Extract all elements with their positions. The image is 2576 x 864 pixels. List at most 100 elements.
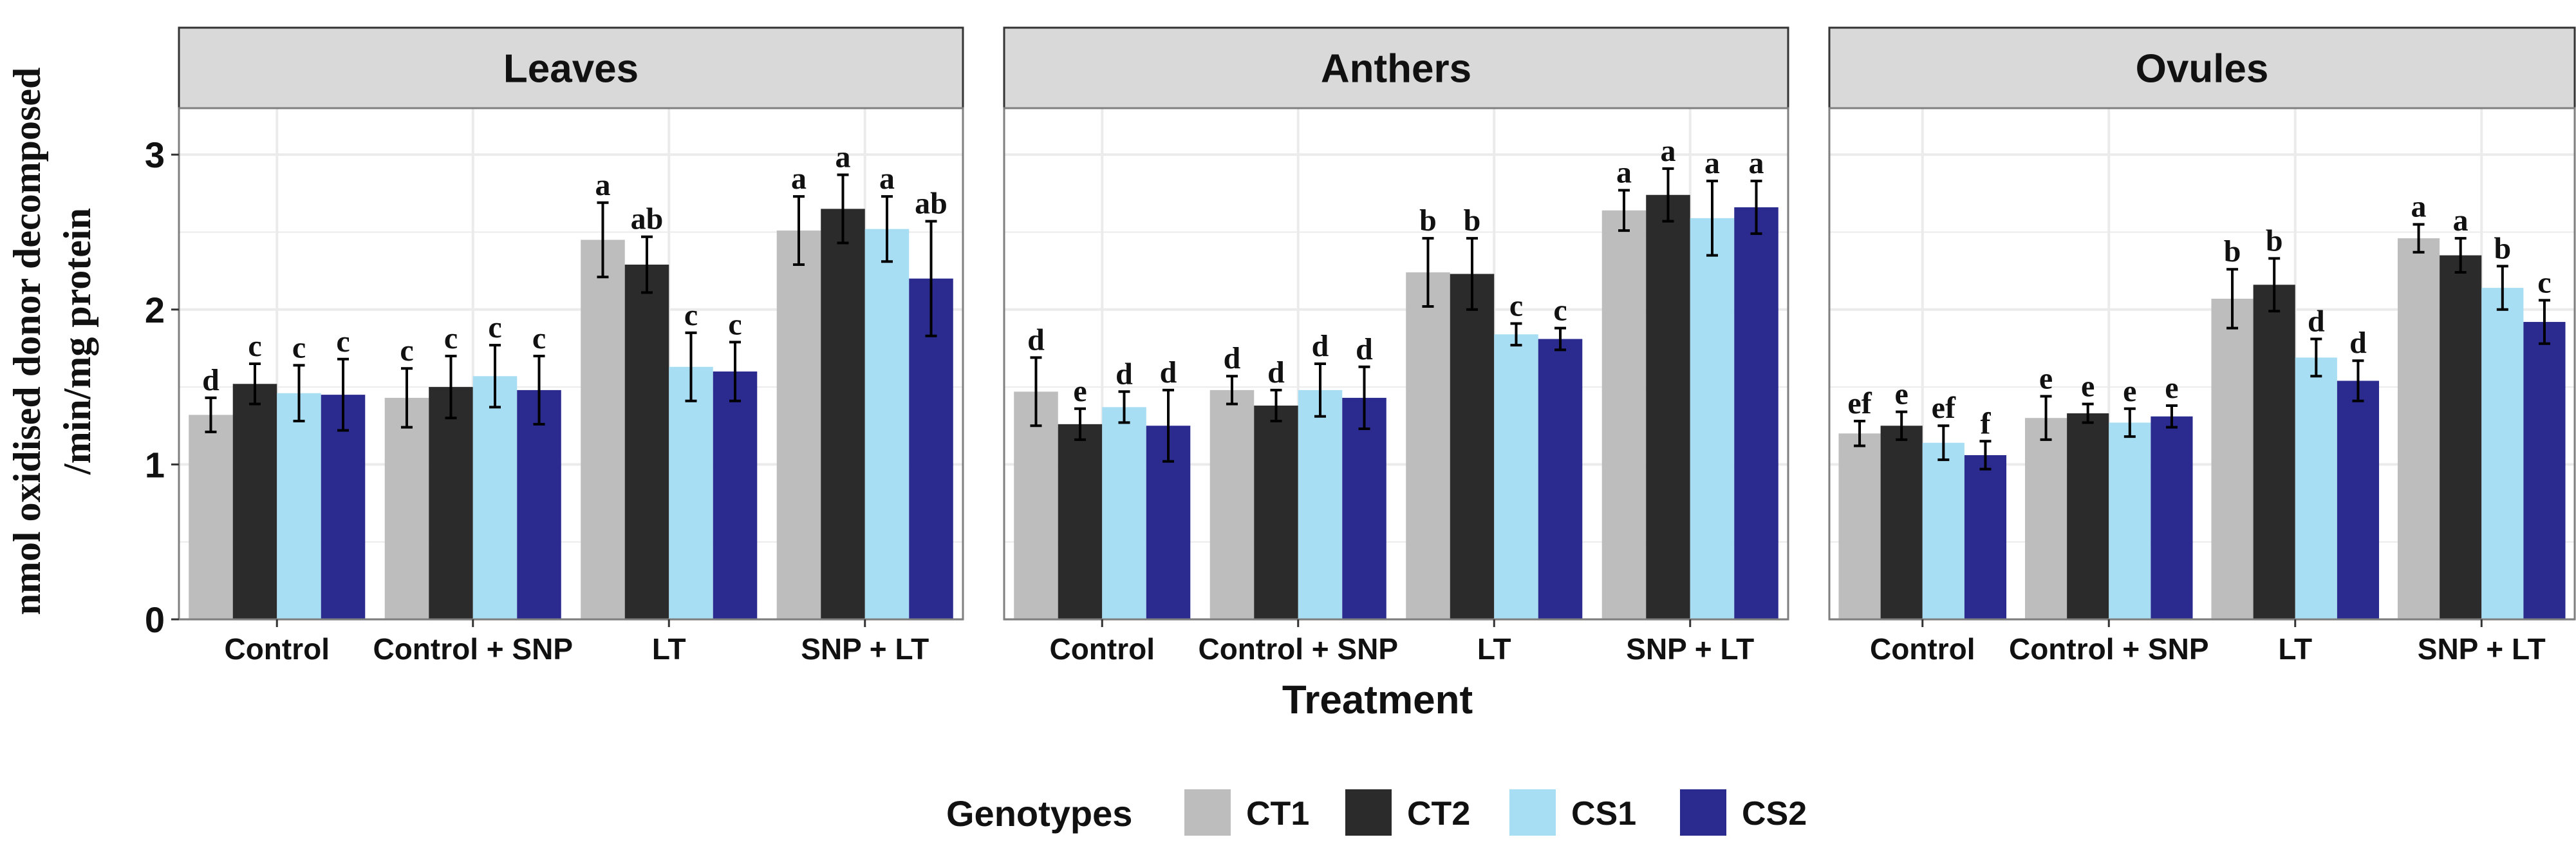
significance-label: d <box>1224 341 1241 375</box>
legend: Genotypes CT1 CT2 CS1 CS2 <box>946 789 1807 836</box>
significance-label: a <box>835 140 850 174</box>
bar <box>472 376 518 619</box>
significance-label: d <box>1356 332 1373 366</box>
significance-label: ef <box>1932 391 1956 425</box>
y-axis-title: nmol oxidised donor decomposed/min/mg pr… <box>6 68 98 615</box>
legend-label: CT1 <box>1246 795 1309 832</box>
bar <box>2151 416 2193 619</box>
bar <box>624 265 669 620</box>
x-tick-label: LT <box>652 632 686 666</box>
significance-label: a <box>791 162 807 196</box>
significance-label: c <box>336 324 350 359</box>
significance-label: b <box>1464 203 1481 238</box>
bar <box>1880 426 1923 619</box>
bar <box>1964 455 2007 619</box>
significance-label: c <box>292 330 306 364</box>
significance-label: c <box>488 310 501 344</box>
bar <box>1450 274 1495 619</box>
significance-label: a <box>1749 146 1764 180</box>
bar <box>1014 391 1058 619</box>
bar <box>1601 210 1647 619</box>
significance-label: ef <box>1847 386 1872 420</box>
bar <box>2295 357 2337 619</box>
bar <box>1254 405 1298 619</box>
significance-label: e <box>2081 370 2095 404</box>
facet-strip <box>178 26 964 109</box>
bar <box>2440 255 2482 619</box>
facet-strip-title: Anthers <box>1321 47 1471 91</box>
panel-frame <box>1003 107 1789 621</box>
y-tick-label: 2 <box>145 290 165 330</box>
legend-label: CT2 <box>1407 795 1470 832</box>
legend-swatch <box>1184 789 1231 836</box>
bar <box>517 390 561 619</box>
significance-label: d <box>1160 355 1177 390</box>
x-tick-label: Control + SNP <box>373 632 573 666</box>
significance-label: a <box>879 162 895 196</box>
bar <box>2211 298 2254 619</box>
legend-label: CS1 <box>1571 795 1636 832</box>
significance-label: c <box>728 307 742 341</box>
x-tick-label: Control + SNP <box>2009 632 2209 666</box>
bar <box>1102 407 1146 619</box>
bar <box>2397 238 2440 619</box>
x-tick-label: SNP + LT <box>1626 632 1754 666</box>
bar <box>384 397 429 619</box>
significance-label: c <box>1553 294 1567 328</box>
significance-label: c <box>1509 288 1523 323</box>
significance-label: b <box>2266 223 2283 258</box>
y-tick-label: 0 <box>145 599 165 640</box>
y-axis-title-text: nmol oxidised donor decomposed/min/mg pr… <box>6 68 98 615</box>
facet-strip <box>1828 26 2576 109</box>
bar <box>277 393 321 619</box>
bar <box>1690 218 1735 619</box>
bar <box>1298 390 1343 619</box>
legend-label: CS2 <box>1742 795 1807 832</box>
significance-label: e <box>1895 377 1909 411</box>
bar <box>2067 413 2109 619</box>
x-tick-label: SNP + LT <box>2418 632 2546 666</box>
bar <box>669 366 713 619</box>
legend-item-ct2: CT2 <box>1345 789 1470 836</box>
significance-label: d <box>2308 305 2325 339</box>
y-axis-title-line: /min/mg protein <box>56 208 98 475</box>
bar <box>2337 380 2380 619</box>
bar <box>321 395 366 619</box>
significance-label: a <box>2411 189 2427 223</box>
x-tick-label: LT <box>1477 632 1511 666</box>
bar <box>1538 339 1583 619</box>
legend-title: Genotypes <box>946 793 1132 834</box>
bar <box>1058 424 1103 619</box>
significance-label: d <box>202 363 219 397</box>
x-tick-label: LT <box>2278 632 2312 666</box>
significance-label: d <box>1267 355 1285 390</box>
significance-label: ab <box>631 202 664 236</box>
x-axis-title: Treatment <box>1282 678 1473 722</box>
bar <box>1342 397 1386 619</box>
significance-label: d <box>1027 323 1045 357</box>
significance-label: b <box>2494 231 2511 265</box>
x-tick-label: Control <box>1870 632 1975 666</box>
x-tick-label: Control + SNP <box>1198 632 1398 666</box>
significance-label: a <box>1704 146 1720 180</box>
bar <box>2253 285 2295 620</box>
bar <box>429 387 473 619</box>
bar <box>232 384 277 619</box>
bar <box>2024 418 2067 619</box>
significance-label: c <box>400 333 413 368</box>
panel-frame <box>1828 107 2576 621</box>
y-tick-label: 3 <box>145 135 165 175</box>
legend-item-cs1: CS1 <box>1509 789 1636 836</box>
facet-strip-title: Leaves <box>503 47 639 91</box>
facet-strip-title: Ovules <box>2136 47 2269 91</box>
significance-label: a <box>2453 203 2469 238</box>
bar <box>1494 334 1538 619</box>
bar <box>1922 442 1965 619</box>
x-tick-label: Control <box>1049 632 1155 666</box>
significance-label: c <box>532 321 546 355</box>
significance-label: d <box>2349 326 2367 360</box>
